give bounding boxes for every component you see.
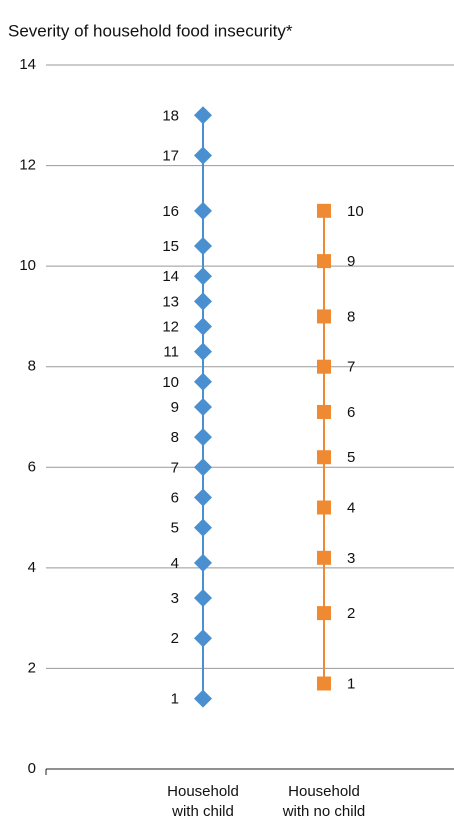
point-label: 1 xyxy=(171,691,179,708)
point xyxy=(194,458,212,477)
point xyxy=(194,317,212,336)
x-tick-label: Household xyxy=(167,783,239,800)
chart-title: Severity of household food insecurity* xyxy=(8,21,293,40)
x-tick-label: with no child xyxy=(282,803,366,820)
point-label: 10 xyxy=(347,203,364,220)
x-tick-label: with child xyxy=(171,803,234,820)
y-tick-label: 4 xyxy=(28,559,36,576)
point-label: 16 xyxy=(162,203,179,220)
point-label: 4 xyxy=(347,499,355,516)
point-label: 11 xyxy=(163,344,179,361)
point xyxy=(194,372,212,391)
y-tick-label: 10 xyxy=(19,257,36,274)
point xyxy=(194,106,212,125)
point-label: 7 xyxy=(171,459,179,476)
point xyxy=(317,359,331,374)
point xyxy=(317,203,331,218)
point-label: 1 xyxy=(347,675,355,692)
point-label: 2 xyxy=(347,605,355,622)
point xyxy=(317,500,331,515)
x-tick-label: Household xyxy=(288,783,360,800)
point xyxy=(317,404,331,419)
point xyxy=(317,309,331,324)
y-tick-label: 6 xyxy=(28,458,36,475)
point-label: 7 xyxy=(347,359,355,376)
y-tick-label: 14 xyxy=(19,56,36,73)
point xyxy=(317,676,331,691)
point-label: 14 xyxy=(162,268,179,285)
point xyxy=(194,428,212,447)
point-label: 15 xyxy=(162,238,179,255)
point-label: 17 xyxy=(162,147,179,164)
point-label: 2 xyxy=(171,630,179,647)
point xyxy=(317,606,331,621)
y-tick-label: 2 xyxy=(28,659,36,676)
point-label: 5 xyxy=(171,520,179,537)
point-label: 10 xyxy=(162,374,179,391)
point xyxy=(194,488,212,507)
point xyxy=(317,254,331,269)
point xyxy=(194,629,212,648)
point-label: 9 xyxy=(171,399,179,416)
point xyxy=(317,450,331,465)
point xyxy=(194,146,212,165)
point-label: 18 xyxy=(162,107,179,124)
point-label: 13 xyxy=(162,293,179,310)
point-label: 12 xyxy=(162,318,179,335)
point-label: 4 xyxy=(171,555,179,572)
point-label: 9 xyxy=(347,253,355,270)
point xyxy=(194,267,212,286)
point-label: 6 xyxy=(171,489,179,506)
point xyxy=(194,589,212,608)
point xyxy=(194,553,212,572)
point xyxy=(194,292,212,311)
y-tick-label: 8 xyxy=(28,358,36,375)
point-label: 3 xyxy=(171,590,179,607)
point xyxy=(194,237,212,256)
y-tick-label: 12 xyxy=(19,157,36,174)
point-label: 8 xyxy=(347,308,355,325)
point-label: 3 xyxy=(347,550,355,567)
point xyxy=(317,550,331,565)
point-label: 8 xyxy=(171,429,179,446)
point xyxy=(194,201,212,220)
y-tick-label: 0 xyxy=(28,760,36,777)
point xyxy=(194,397,212,416)
point xyxy=(194,342,212,361)
point xyxy=(194,689,212,708)
point-label: 5 xyxy=(347,449,355,466)
point xyxy=(194,518,212,537)
point-label: 6 xyxy=(347,404,355,421)
